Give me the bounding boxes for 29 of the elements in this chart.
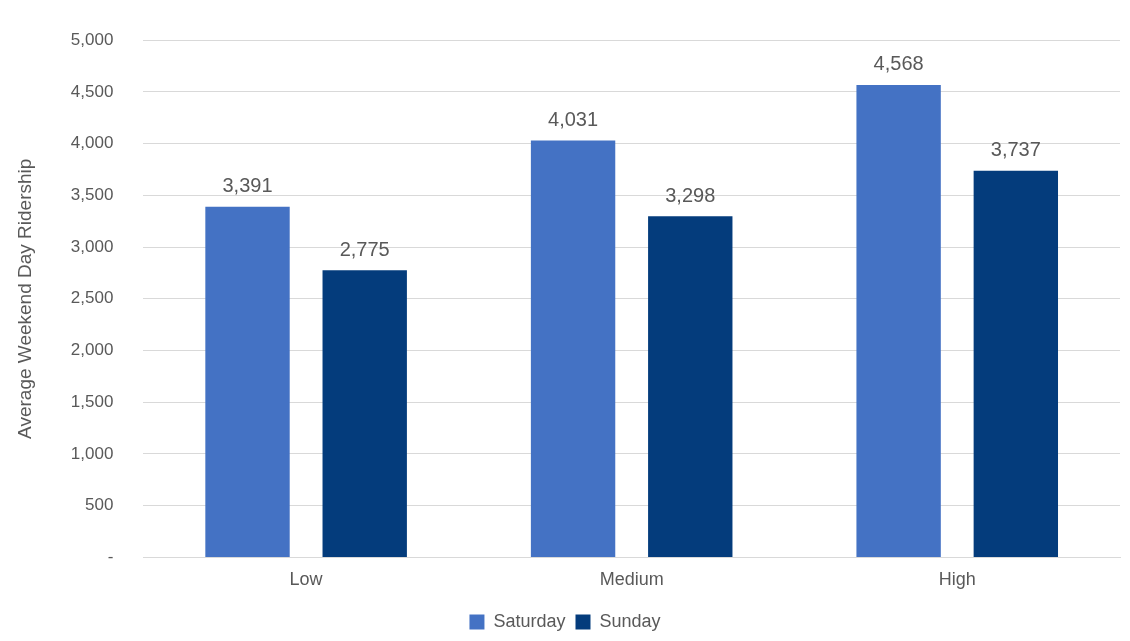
y-tick-label: 4,500 <box>70 81 114 101</box>
y-tick-label: 5,000 <box>70 29 114 49</box>
legend-label: Sunday <box>599 610 661 631</box>
y-tick-label: 3,500 <box>70 185 114 205</box>
bar <box>205 206 290 557</box>
data-label: 2,775 <box>339 237 390 260</box>
bar <box>856 84 941 557</box>
bar <box>530 140 616 557</box>
data-label: 4,568 <box>873 52 924 75</box>
data-label: 3,391 <box>222 174 273 197</box>
y-tick-label: 1,000 <box>70 443 114 463</box>
x-tick-label: Low <box>289 569 324 590</box>
data-label: 3,298 <box>665 183 716 206</box>
bar <box>973 170 1059 557</box>
x-tick-label: Medium <box>599 569 664 590</box>
y-tick-label: 1,500 <box>70 391 114 411</box>
x-tick-label: High <box>938 569 976 590</box>
y-tick-label: 4,000 <box>70 133 114 153</box>
y-tick-label: 3,000 <box>70 236 114 256</box>
y-tick-label: - <box>107 547 114 567</box>
data-label: 4,031 <box>548 107 599 130</box>
y-axis-title: Average Weekend Day Ridership <box>13 158 35 439</box>
bar <box>648 216 733 557</box>
y-tick-label: 2,500 <box>70 288 114 308</box>
y-tick-label: 500 <box>84 495 114 515</box>
data-label: 3,737 <box>990 138 1041 161</box>
legend-label: Saturday <box>493 610 566 631</box>
bar <box>322 270 407 557</box>
y-tick-label: 2,000 <box>70 340 114 360</box>
